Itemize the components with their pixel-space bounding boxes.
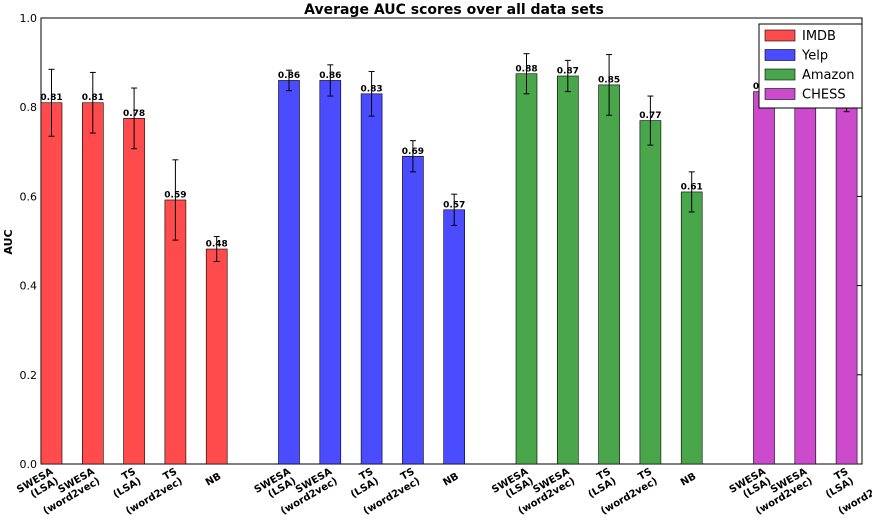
data-label: 0.83 — [360, 84, 382, 94]
y-tick-label: 1.0 — [20, 12, 38, 25]
y-tick-label: 0.6 — [20, 190, 38, 203]
bar — [278, 80, 300, 465]
legend-swatch — [764, 88, 796, 100]
x-tick-label: NB — [679, 471, 698, 489]
legend-entry: CHESS — [802, 88, 846, 103]
chart-title: Average AUC scores over all data sets — [304, 2, 604, 18]
bar — [639, 120, 662, 465]
y-tick-label: 0.4 — [20, 280, 38, 293]
x-tick-label: TS(LSA) — [111, 466, 143, 500]
x-tick-label-line: NB — [204, 471, 223, 489]
data-label: 0.87 — [557, 66, 579, 76]
data-label: 0.77 — [639, 111, 661, 121]
data-label: 0.61 — [681, 182, 703, 192]
bar — [680, 191, 703, 465]
data-label: 0.85 — [598, 75, 620, 85]
bar — [82, 102, 104, 465]
bar — [443, 209, 466, 465]
x-tick-label-line: NB — [441, 471, 460, 489]
bar — [556, 75, 579, 465]
legend-swatch — [764, 68, 796, 81]
legend-swatch — [764, 49, 796, 61]
bar — [205, 248, 228, 465]
bar — [794, 92, 817, 465]
data-label: 0.78 — [123, 109, 145, 119]
data-label: 0.88 — [515, 64, 537, 74]
x-tick-label: TS(LSA) — [824, 466, 856, 500]
x-tick-label: NB — [441, 471, 460, 489]
legend-entry: Amazon — [802, 68, 855, 83]
x-tick-label: TS(LSA) — [586, 466, 618, 500]
legend-entry: IMDB — [802, 29, 836, 44]
plot-area: 0.00.20.40.60.81.00.81SWESA(LSA)0.81SWES… — [15, 12, 872, 517]
data-label: 0.81 — [82, 93, 104, 103]
x-tick-label: NB — [204, 471, 223, 489]
data-label: 0.69 — [402, 147, 424, 157]
x-tick-label-line: NB — [679, 471, 698, 489]
bar — [40, 102, 63, 465]
bar — [360, 93, 383, 465]
data-label: 0.86 — [319, 71, 341, 81]
data-label: 0.86 — [278, 71, 300, 81]
bar — [319, 80, 342, 465]
bar — [835, 97, 858, 465]
y-axis-label: AUC — [2, 229, 15, 254]
legend-entry: Yelp — [801, 49, 828, 64]
bar — [123, 118, 145, 465]
x-tick-label: TS(LSA) — [349, 466, 381, 500]
bar — [598, 84, 620, 465]
data-label: 0.81 — [40, 93, 62, 103]
legend: IMDB Yelp Amazon CHESS — [758, 23, 863, 109]
bar — [402, 155, 424, 465]
data-label: 0.59 — [164, 190, 186, 200]
y-tick-label: 0.8 — [20, 101, 38, 114]
y-tick-label: 0.0 — [20, 458, 38, 471]
data-label: 0.48 — [206, 240, 228, 250]
y-tick-label: 0.2 — [20, 369, 38, 382]
bar — [515, 73, 538, 465]
legend-swatch — [764, 29, 796, 42]
data-label: 0.57 — [443, 200, 465, 210]
bar — [753, 91, 775, 465]
